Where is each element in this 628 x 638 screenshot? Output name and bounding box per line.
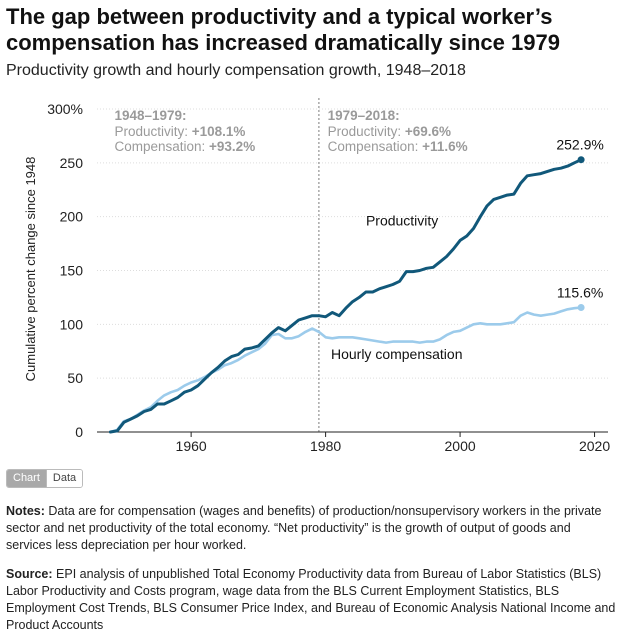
notes-label: Notes: [6,504,45,518]
y-tick-label: 150 [60,263,84,279]
y-axis-label: Cumulative percent change since 1948 [23,157,38,382]
annotation-productivity: Productivity: +69.6% [328,124,451,139]
series-end-label: 252.9% [556,137,603,153]
annotation-label: Productivity: [114,124,191,139]
axes: Cumulative percent change since 1948 0 50… [23,101,610,452]
x-tick-label: 1960 [176,438,207,452]
annotation-value: +93.2% [209,139,255,154]
source-label: Source: [6,567,53,581]
annotation-value: +108.1% [192,124,246,139]
source-text: EPI analysis of unpublished Total Econom… [6,567,616,632]
period-annotations: 1948–1979:Productivity: +108.1%Compensat… [114,108,467,154]
annotation-compensation: Compensation: +93.2% [114,139,255,154]
series-end-label: 115.6% [557,285,603,301]
x-tick-label: 2000 [445,438,476,452]
annotation-label: Compensation: [328,139,423,154]
annotation-value: +11.6% [422,139,467,154]
annotation-period: 1979–2018: [328,108,400,123]
series-line-compensation [109,306,583,434]
chart-title: The gap between productivity and a typic… [6,4,560,55]
notes-text: Data are for compensation (wages and ben… [6,504,602,552]
chart-view-button[interactable]: Chart [7,470,46,487]
series-lines [108,156,585,434]
annotation-period: 1948–1979: [114,108,186,123]
chart-subtitle: Productivity growth and hourly compensat… [6,62,466,79]
y-tick-label: 50 [67,370,83,386]
annotation-compensation: Compensation: +11.6% [328,139,468,154]
gridlines [97,98,608,432]
line-chart: Cumulative percent change since 1948 0 50… [23,98,610,452]
series-end-point [577,304,585,312]
x-tick-label: 1980 [310,438,341,452]
series-name-productivity: Productivity [366,212,438,228]
annotation-value: +69.6% [405,124,451,139]
series-end-point [577,156,585,164]
y-tick-label: 100 [60,316,84,332]
series-name-compensation: Hourly compensation [331,346,463,362]
data-view-button[interactable]: Data [45,470,83,487]
series-labels: 115.6% 252.9% Productivity Hourly compensat… [331,137,604,362]
annotation-label: Productivity: [328,124,405,139]
x-tick-label: 2020 [579,438,610,452]
annotation-label: Compensation: [114,139,209,154]
annotation-productivity: Productivity: +108.1% [114,124,245,139]
y-tick-label: 200 [60,209,84,225]
y-tick-label: 300% [47,101,83,117]
chart-source: Source: EPI analysis of unpublished Tota… [6,566,618,634]
y-tick-label: 0 [75,424,83,440]
view-toggle: Chart Data [6,469,84,488]
chart-notes: Notes: Data are for compensation (wages … [6,503,618,554]
series-line-productivity [108,158,583,434]
y-tick-label: 250 [60,155,84,171]
